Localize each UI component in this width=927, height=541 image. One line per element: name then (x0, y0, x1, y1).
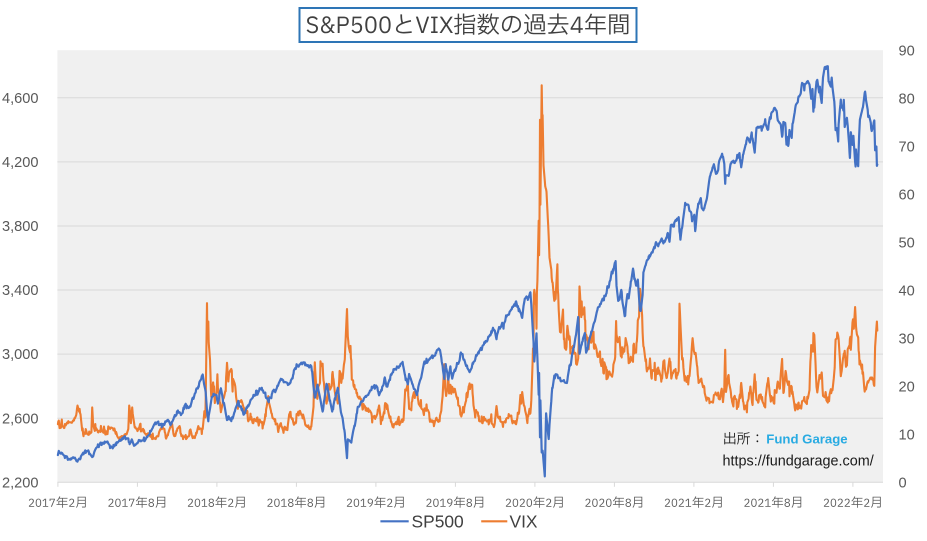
svg-text:https://fundgarage.com/: https://fundgarage.com/ (723, 454, 874, 470)
svg-text:2,200: 2,200 (2, 475, 39, 491)
svg-text:60: 60 (899, 187, 915, 203)
svg-text:3,000: 3,000 (2, 347, 39, 363)
svg-text:80: 80 (899, 91, 915, 107)
svg-text:40: 40 (899, 283, 915, 299)
svg-text:90: 90 (899, 43, 915, 59)
svg-text:20: 20 (899, 379, 915, 395)
svg-text:30: 30 (899, 331, 915, 347)
svg-text:Fund Garage: Fund Garage (766, 432, 847, 447)
svg-text:4,600: 4,600 (2, 91, 39, 107)
svg-text:3,800: 3,800 (2, 219, 39, 235)
svg-text:4,200: 4,200 (2, 155, 39, 171)
svg-text:2,600: 2,600 (2, 411, 39, 427)
svg-text:10: 10 (899, 427, 915, 443)
svg-text:70: 70 (899, 139, 915, 155)
svg-text:0: 0 (899, 475, 907, 491)
svg-text:VIX: VIX (510, 511, 538, 531)
svg-text:SP500: SP500 (412, 511, 464, 531)
svg-text:3,400: 3,400 (2, 283, 39, 299)
svg-text:50: 50 (899, 235, 915, 251)
